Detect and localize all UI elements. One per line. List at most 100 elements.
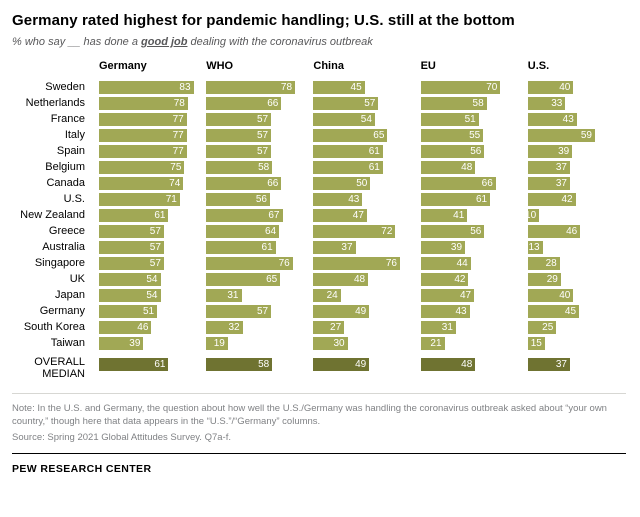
bar-value: 47 <box>352 209 364 221</box>
bar-cell: 59 <box>527 127 626 143</box>
bar-cell: 47 <box>420 287 519 303</box>
bar: 31 <box>420 320 456 334</box>
bar: 25 <box>527 320 557 334</box>
bar-value: 21 <box>430 337 442 349</box>
column-header-us: U.S. <box>527 60 550 72</box>
bar: 65 <box>206 272 281 286</box>
bar-value: 37 <box>555 161 567 173</box>
bar: 49 <box>313 357 370 371</box>
bar-value: 57 <box>256 145 269 157</box>
bar: 46 <box>527 224 581 238</box>
bar-value: 57 <box>256 113 269 125</box>
bar-cell: 78 <box>206 79 304 95</box>
bar: 59 <box>527 128 595 142</box>
column-header-eu: EU <box>420 60 436 72</box>
bar: 39 <box>99 336 144 350</box>
bar: 15 <box>527 336 545 350</box>
bar-cell: 61 <box>99 207 197 223</box>
bar: 56 <box>420 144 485 158</box>
bar: 10 <box>525 208 540 222</box>
row-label: Belgium <box>45 161 85 173</box>
bar: 40 <box>527 80 574 94</box>
bar-cell: 64 <box>206 223 304 239</box>
bar: 66 <box>206 96 282 110</box>
bar-cell: 58 <box>206 159 304 175</box>
bar: 45 <box>527 304 580 318</box>
bar: 57 <box>206 112 272 126</box>
bar-value: 39 <box>450 241 463 253</box>
bar-cell: 47 <box>313 207 411 223</box>
bar-value: 47 <box>460 289 472 301</box>
bar-value: 54 <box>146 289 158 301</box>
bar-cell: 45 <box>313 79 411 95</box>
bar: 43 <box>313 192 363 206</box>
bar-value: 61 <box>261 241 273 253</box>
bar: 58 <box>206 160 273 174</box>
bar-cell: 74 <box>99 175 197 191</box>
bar-cell: 48 <box>420 351 519 372</box>
bar-value: 76 <box>278 257 290 269</box>
bar-cell: 43 <box>527 111 626 127</box>
bar: 46 <box>99 320 152 334</box>
bar-cell: 57 <box>99 223 197 239</box>
pew-research-center-footer: PEW RESEARCH CENTER <box>12 452 626 475</box>
bar: 57 <box>206 144 272 158</box>
bar-cell: 57 <box>206 111 304 127</box>
bar-value: 64 <box>264 225 277 237</box>
bar: 47 <box>420 288 475 302</box>
row-label: Germany <box>39 305 85 317</box>
bar-value: 39 <box>129 337 141 349</box>
bar-cell: 77 <box>99 127 197 143</box>
bar-value: 77 <box>172 145 184 157</box>
bar: 42 <box>527 192 576 206</box>
row-label: Spain <box>56 145 85 157</box>
bar-value: 19 <box>213 337 225 349</box>
bar-cell: 83 <box>99 79 197 95</box>
row-label: U.S. <box>63 193 85 205</box>
bar: 66 <box>420 176 496 190</box>
chart-corner <box>12 60 90 79</box>
median-row-label: OVERALL MEDIAN <box>34 356 85 380</box>
bar-value: 39 <box>558 145 570 157</box>
bar-value: 37 <box>341 241 353 253</box>
bar: 33 <box>527 96 566 110</box>
bar-cell: 58 <box>206 351 304 372</box>
notes-section: Note: In the U.S. and Germany, the quest… <box>12 393 626 444</box>
bar-cell: 56 <box>420 143 519 159</box>
bar-value: 78 <box>280 81 293 93</box>
row-label: Taiwan <box>50 337 85 349</box>
bar-cell: 57 <box>206 127 304 143</box>
bar-cell: 51 <box>99 303 197 319</box>
bar-cell: 66 <box>420 175 519 191</box>
bar-cell: 43 <box>420 303 519 319</box>
chart-source: Source: Spring 2021 Global Attitudes Sur… <box>12 431 231 443</box>
bar: 45 <box>313 80 365 94</box>
row-label: Canada <box>46 177 85 189</box>
bar: 55 <box>420 128 484 142</box>
bar-value: 46 <box>137 321 149 333</box>
bar-cell: 10 <box>525 207 626 223</box>
bar-value: 51 <box>142 305 155 317</box>
bar: 56 <box>206 192 270 206</box>
bar: 61 <box>420 192 491 206</box>
bar-value: 61 <box>154 209 166 221</box>
bar-value: 10 <box>525 209 537 221</box>
column-header-who: WHO <box>206 60 234 72</box>
bar-cell: 15 <box>527 335 626 351</box>
bar-cell: 75 <box>99 159 197 175</box>
row-label: France <box>50 113 85 125</box>
bar-value: 42 <box>454 273 466 285</box>
bar-value: 57 <box>149 225 161 237</box>
bar-cell: 77 <box>99 143 197 159</box>
bar-value: 42 <box>561 193 573 205</box>
bar: 44 <box>420 256 471 270</box>
subtitle-emphasis: good job <box>141 36 188 48</box>
bar: 54 <box>99 288 161 302</box>
bar-cell: 32 <box>206 319 304 335</box>
bar-value: 61 <box>475 193 488 205</box>
bar: 76 <box>313 256 400 270</box>
bar-value: 54 <box>360 113 372 125</box>
bar: 42 <box>420 272 469 286</box>
bar-value: 31 <box>227 289 239 301</box>
